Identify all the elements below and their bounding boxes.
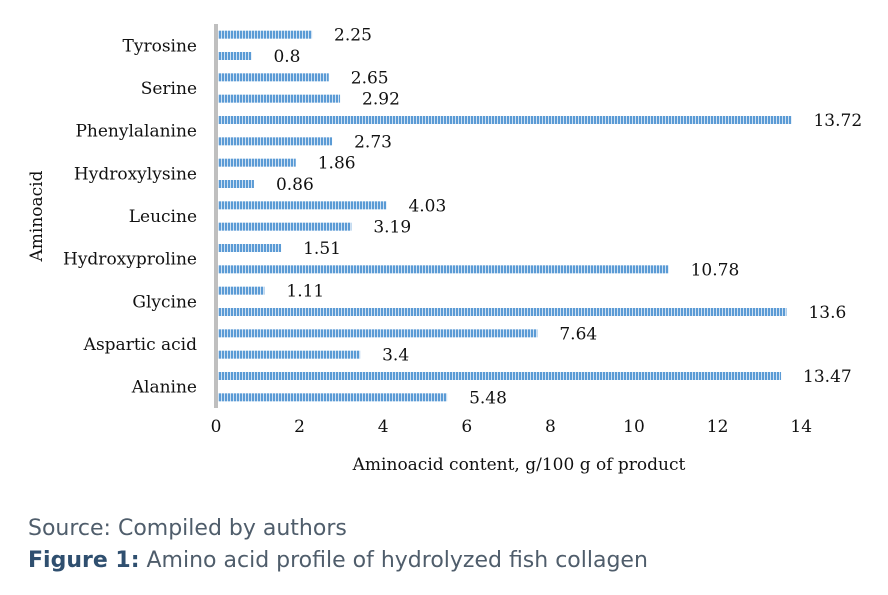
bar xyxy=(218,158,296,167)
bar xyxy=(218,350,361,359)
bar xyxy=(218,116,792,124)
bar xyxy=(218,180,254,188)
value-label: 0.8 xyxy=(273,47,300,67)
bar xyxy=(218,329,538,338)
bar xyxy=(218,73,329,82)
value-label: 1.11 xyxy=(286,282,324,302)
value-labels-group: 5.48 13.47 3.4 7.64 13.6 1.11 10.78 1.51 3.194.0… xyxy=(273,26,862,409)
category-label: Aspartic acid xyxy=(83,335,197,355)
bar xyxy=(218,52,252,60)
x-tick-labels-group: 0 2 4 6 8 10 12 14 xyxy=(211,417,812,437)
x-tick-label: 2 xyxy=(294,417,305,437)
value-label: 4.03 xyxy=(408,196,446,216)
value-label: 2.25 xyxy=(334,26,372,46)
source-caption: Source: Compiled by authors xyxy=(28,516,347,541)
x-tick-label: 6 xyxy=(461,417,472,437)
category-label: Hydroxyproline xyxy=(63,250,197,270)
value-label: 1.86 xyxy=(318,154,356,174)
category-label: Glycine xyxy=(132,292,197,312)
value-label: 1.51 xyxy=(303,239,341,259)
bar-chart: 5.48 13.47 3.4 7.64 13.6 1.11 10.78 1.51 3.194.0… xyxy=(27,24,862,475)
x-tick-label: 10 xyxy=(623,417,645,437)
category-labels-group: Alanine Aspartic acid Glycine Hydroxyprolin… xyxy=(63,36,197,397)
bar xyxy=(218,308,787,316)
value-label: 7.64 xyxy=(559,324,597,344)
bar xyxy=(218,265,669,274)
value-label: 13.47 xyxy=(803,367,852,387)
x-tick-label: 4 xyxy=(378,417,389,437)
category-label: Hydroxylysine xyxy=(74,164,197,184)
bar xyxy=(218,222,352,231)
category-label: Alanine xyxy=(131,378,197,398)
bar xyxy=(218,286,265,295)
y-axis-line xyxy=(214,24,218,408)
bar xyxy=(218,201,387,210)
value-label: 2.73 xyxy=(354,132,392,152)
bar xyxy=(218,244,282,252)
value-label: 10.78 xyxy=(691,260,740,280)
bar xyxy=(218,137,333,146)
value-label: 0.86 xyxy=(276,175,314,195)
bar xyxy=(218,393,448,402)
value-label: 2.92 xyxy=(362,90,400,110)
figure-caption: Figure 1: Amino acid profile of hydrolyz… xyxy=(28,548,648,573)
bars-group xyxy=(218,30,792,402)
source-text: Source: Compiled by authors xyxy=(28,516,347,541)
bar xyxy=(218,94,341,103)
value-label: 3.4 xyxy=(382,346,409,366)
value-label: 13.72 xyxy=(813,111,862,131)
x-axis-title: Aminoacid content, g/100 g of product xyxy=(352,455,686,475)
category-label: Leucine xyxy=(129,207,197,227)
y-axis-title: Aminoacid xyxy=(27,170,47,262)
bar xyxy=(218,372,782,380)
value-label: 13.6 xyxy=(808,303,846,323)
x-tick-label: 0 xyxy=(211,417,222,437)
x-tick-label: 12 xyxy=(707,417,729,437)
value-label: 2.65 xyxy=(351,68,389,88)
category-label: Tyrosine xyxy=(123,36,197,56)
bar xyxy=(218,30,313,39)
category-label: Phenylalanine xyxy=(75,122,197,142)
x-tick-label: 8 xyxy=(545,417,556,437)
value-label: 5.48 xyxy=(469,388,507,408)
x-tick-label: 14 xyxy=(790,417,812,437)
value-label: 3.19 xyxy=(373,218,411,238)
figure-label: Figure 1: xyxy=(28,548,140,573)
figure-text: Amino acid profile of hydrolyzed fish co… xyxy=(139,548,648,573)
category-label: Serine xyxy=(141,79,197,99)
